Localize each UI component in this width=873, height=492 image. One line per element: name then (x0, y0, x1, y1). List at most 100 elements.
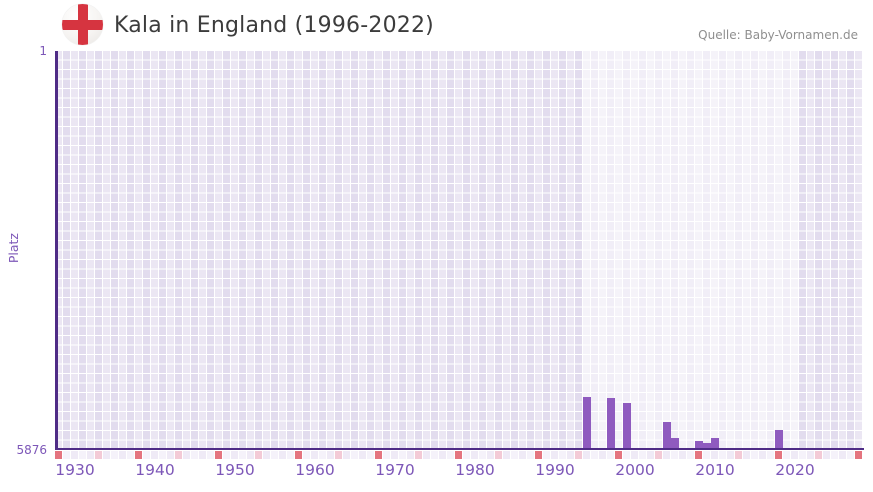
y-axis-min-label: 5876 (16, 443, 47, 457)
x-axis-line (55, 447, 864, 450)
axis-marker-cell (391, 450, 398, 459)
axis-marker-cell (631, 450, 638, 459)
axis-marker-cell (327, 450, 334, 459)
x-tick-label-1940: 1940 (135, 461, 175, 479)
axis-marker-cell (135, 450, 142, 459)
x-tick-label-2000: 2000 (615, 461, 655, 479)
axis-marker-cell (223, 450, 230, 459)
axis-marker-cell (439, 450, 446, 459)
axis-marker-cell (695, 450, 702, 459)
axis-marker-cell (783, 450, 790, 459)
axis-marker-cell (351, 450, 358, 459)
x-tick-label-1990: 1990 (535, 461, 575, 479)
axis-marker-cell (295, 450, 302, 459)
axis-marker-cell (143, 450, 150, 459)
axis-marker-cell (719, 450, 726, 459)
axis-marker-cell (95, 450, 102, 459)
axis-marker-cell (855, 450, 862, 459)
bar-1997[interactable] (607, 397, 615, 449)
axis-marker-cell (815, 450, 822, 459)
axis-marker-cell (55, 450, 62, 459)
axis-marker-cell (247, 450, 254, 459)
axis-marker-cell (479, 450, 486, 459)
bar-2004[interactable] (663, 421, 671, 449)
axis-marker-cell (759, 450, 766, 459)
bar-1999[interactable] (623, 402, 631, 449)
highlight-band (583, 51, 799, 449)
axis-marker-cell (551, 450, 558, 459)
axis-marker-cell (71, 450, 78, 459)
axis-marker-cell (655, 450, 662, 459)
axis-marker-cell (703, 450, 710, 459)
axis-marker-cell (615, 450, 622, 459)
axis-marker-cell (343, 450, 350, 459)
axis-marker-cell (471, 450, 478, 459)
x-tick-label-2020: 2020 (775, 461, 815, 479)
axis-marker-cell (367, 450, 374, 459)
axis-marker-cell (463, 450, 470, 459)
axis-marker-cell (175, 450, 182, 459)
bar-2018[interactable] (775, 430, 783, 449)
axis-marker-row (55, 450, 863, 459)
y-axis-max-label: 1 (39, 44, 47, 58)
bar-2005[interactable] (671, 438, 679, 449)
axis-marker-cell (287, 450, 294, 459)
axis-marker-cell (279, 450, 286, 459)
x-tick-label-1980: 1980 (455, 461, 495, 479)
axis-marker-cell (543, 450, 550, 459)
axis-marker-cell (743, 450, 750, 459)
axis-marker-cell (847, 450, 854, 459)
axis-marker-cell (191, 450, 198, 459)
flag-cross-vertical (77, 4, 88, 45)
axis-marker-cell (255, 450, 262, 459)
axis-marker-cell (111, 450, 118, 459)
axis-marker-cell (663, 450, 670, 459)
axis-marker-cell (199, 450, 206, 459)
axis-marker-cell (151, 450, 158, 459)
axis-marker-cell (639, 450, 646, 459)
axis-marker-cell (559, 450, 566, 459)
axis-marker-cell (359, 450, 366, 459)
axis-marker-cell (431, 450, 438, 459)
page-title: Kala in England (1996-2022) (114, 13, 434, 38)
axis-marker-cell (207, 450, 214, 459)
axis-marker-cell (495, 450, 502, 459)
axis-marker-cell (575, 450, 582, 459)
axis-marker-cell (335, 450, 342, 459)
axis-marker-cell (519, 450, 526, 459)
axis-marker-cell (119, 450, 126, 459)
axis-marker-cell (735, 450, 742, 459)
axis-marker-cell (527, 450, 534, 459)
x-tick-label-1950: 1950 (215, 461, 255, 479)
axis-marker-cell (311, 450, 318, 459)
axis-marker-cell (271, 450, 278, 459)
axis-marker-cell (127, 450, 134, 459)
axis-marker-cell (583, 450, 590, 459)
axis-marker-cell (807, 450, 814, 459)
bar-2008[interactable] (695, 441, 703, 449)
axis-marker-cell (711, 450, 718, 459)
axis-marker-cell (87, 450, 94, 459)
axis-marker-cell (799, 450, 806, 459)
axis-marker-cell (727, 450, 734, 459)
bar-1994[interactable] (583, 397, 591, 449)
axis-marker-cell (183, 450, 190, 459)
x-tick-label-2010: 2010 (695, 461, 735, 479)
axis-marker-cell (767, 450, 774, 459)
source-link[interactable]: Quelle: Baby-Vornamen.de (698, 28, 858, 42)
bar-2010[interactable] (711, 437, 719, 449)
axis-marker-cell (263, 450, 270, 459)
axis-marker-cell (159, 450, 166, 459)
axis-marker-cell (647, 450, 654, 459)
bar-2009[interactable] (703, 443, 711, 449)
axis-marker-cell (455, 450, 462, 459)
axis-marker-cell (623, 450, 630, 459)
axis-marker-cell (535, 450, 542, 459)
axis-marker-cell (239, 450, 246, 459)
x-tick-label-1930: 1930 (55, 461, 95, 479)
x-tick-label-1970: 1970 (375, 461, 415, 479)
axis-marker-cell (503, 450, 510, 459)
axis-marker-cell (231, 450, 238, 459)
axis-marker-cell (687, 450, 694, 459)
